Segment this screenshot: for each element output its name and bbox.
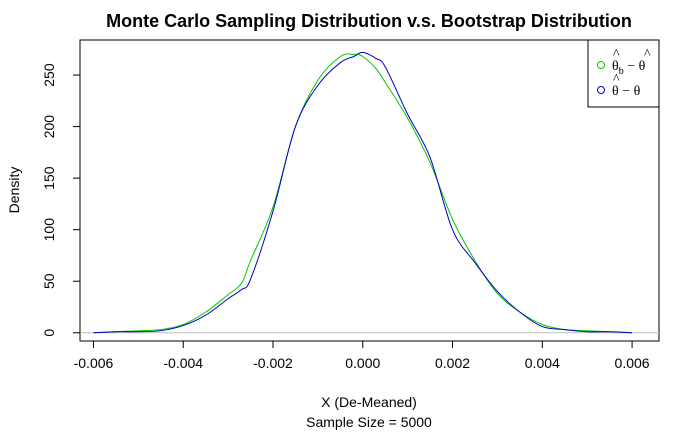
legend-label-0: θb − θ: [612, 59, 646, 77]
chart-subtitle: Sample Size = 5000: [306, 414, 432, 430]
legend-box: [587, 39, 660, 108]
legend-label-1: θ − θ: [612, 84, 641, 99]
x-tick-label: 0.000: [345, 355, 380, 371]
legend-marker-1: [597, 86, 605, 94]
series-line-1: [93, 51, 633, 334]
y-tick-label: 150: [41, 166, 57, 190]
y-tick-label: 100: [41, 218, 57, 242]
x-tick-label: -0.004: [163, 355, 203, 371]
x-tick-label: 0.006: [615, 355, 650, 371]
x-axis-label: X (De-Meaned): [321, 394, 417, 410]
x-tick-label: -0.006: [74, 355, 114, 371]
x-tick-label: -0.002: [253, 355, 293, 371]
legend-hat-mark: ^: [613, 72, 620, 87]
y-axis: 0 50 100 150 200 250: [41, 63, 81, 337]
y-tick-label: 200: [41, 115, 57, 139]
y-axis-label: Density: [6, 167, 22, 214]
x-axis: -0.006 -0.004 -0.002 0.000 0.002 0.004 0.006: [74, 340, 650, 371]
chart-title: Monte Carlo Sampling Distribution v.s. B…: [106, 11, 632, 31]
legend-hat-mark: ^: [613, 47, 620, 62]
x-tick-label: 0.004: [525, 355, 560, 371]
legend-hat-mark: ^: [644, 47, 651, 62]
y-tick-label: 0: [41, 329, 57, 337]
legend: θb − θ^ ^θ − θ^: [587, 39, 660, 108]
legend-marker-0: [597, 61, 605, 69]
series-lines: [93, 51, 633, 334]
y-tick-label: 50: [41, 273, 57, 289]
y-tick-label: 250: [41, 63, 57, 87]
x-tick-label: 0.002: [435, 355, 470, 371]
